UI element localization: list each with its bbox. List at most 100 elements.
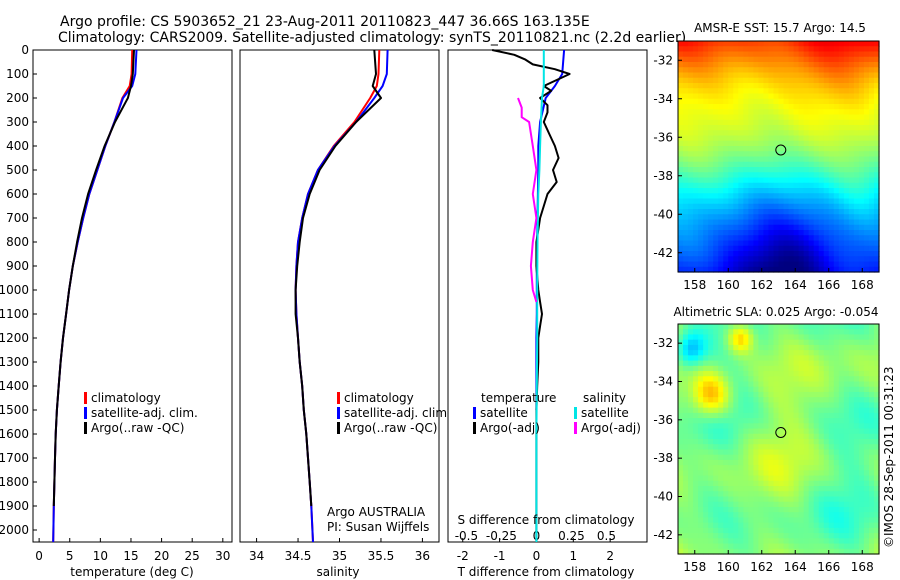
map-lat-tick-label: -38 (653, 451, 673, 465)
difference-xtick-label: 2 (606, 549, 614, 563)
legend-temp-argo-label: Argo(-adj) (480, 421, 540, 435)
difference-xtick-label: -2 (457, 549, 469, 563)
legend-argo-label: Argo(..raw -QC) (344, 421, 437, 435)
legend-temp-sat-label: satellite (480, 406, 528, 420)
salinity-panel: 34 34.5 35 35.5 36 salinity climatology sate… (239, 49, 451, 579)
difference-xtick-label: -1 (494, 549, 506, 563)
map-lat-tick-label: -42 (653, 528, 673, 542)
temperature-xlabel: temperature (deg C) (70, 565, 193, 579)
difference-xtick-top-label: 0.5 (597, 529, 616, 543)
depth-tick-label: 500 (6, 163, 29, 177)
difference-legend: temperature salinity satellite Argo(-adj… (473, 391, 641, 435)
map-lat-tick-label: -40 (653, 207, 673, 221)
temperature-xtick-label: 5 (66, 549, 74, 563)
map-lon-tick-label: 168 (851, 560, 874, 574)
depth-tick-label: 1800 (0, 475, 29, 489)
map-lon-tick-label: 166 (817, 278, 840, 292)
depth-tick-label: 1900 (0, 499, 29, 513)
sla-map-frame (677, 323, 880, 555)
legend-sal-head: salinity (583, 391, 626, 405)
map-lon-tick-label: 168 (851, 278, 874, 292)
difference-xlabel-top: S difference from climatology (458, 513, 635, 527)
difference-xtick-label: 1 (569, 549, 577, 563)
map-lon-tick-label: 162 (750, 278, 773, 292)
depth-tick-label: 1000 (0, 283, 29, 297)
map-lat-tick-label: -34 (653, 375, 673, 389)
salinity-xtick-label: 34.5 (285, 549, 312, 563)
legend-temp-head: temperature (481, 391, 556, 405)
depth-tick-label: 1300 (0, 355, 29, 369)
temperature-xtick-label: 15 (123, 549, 138, 563)
salinity-legend: climatology satellite-adj. clim. Argo(..… (337, 391, 451, 435)
legend-climatology-label: climatology (344, 391, 414, 405)
depth-tick-label: 1600 (0, 427, 29, 441)
figure-title-line1: Argo profile: CS 5903652_21 23-Aug-2011 … (60, 14, 590, 30)
depth-tick-label: 700 (6, 211, 29, 225)
depth-tick-label: 400 (6, 139, 29, 153)
map-lat-tick-label: -32 (653, 336, 673, 350)
difference-panel: -2 -1 0 1 2 -0.5 -0.25 0 0.25 0.5 S difference f… (447, 49, 648, 579)
temperature-series-argo-raw-qc (52, 49, 135, 507)
sla-map-title: Altimetric SLA: 0.025 Argo: -0.054 (673, 305, 878, 319)
depth-tick-label: 0 (21, 43, 29, 57)
depth-tick-label: 800 (6, 235, 29, 249)
temperature-xtick-label: 20 (154, 549, 169, 563)
legend-argo-swatch (337, 422, 340, 434)
legend-satellite-label: satellite-adj. clim. (91, 406, 198, 420)
legend-argo-swatch (84, 422, 87, 434)
salinity-xtick-label: 35.5 (368, 549, 395, 563)
sst-map-frame (677, 40, 880, 273)
legend-satellite-swatch (337, 407, 340, 419)
difference-series-salinity-satellite (535, 50, 545, 542)
salinity-xtick-label: 35 (332, 549, 347, 563)
legend-climatology-swatch (84, 392, 87, 404)
map-lon-tick-label: 160 (717, 278, 740, 292)
legend-climatology-swatch (337, 392, 340, 404)
legend-argo-label: Argo(..raw -QC) (91, 421, 184, 435)
legend-sal-argo-label: Argo(-adj) (581, 421, 641, 435)
difference-series-salinity-argo-adj (517, 97, 538, 303)
legend-satellite-swatch (84, 407, 87, 419)
sst-map-panel: AMSR-E SST: 15.7 Argo: 14.5 158 160 162 164… (653, 21, 880, 292)
sst-map-title: AMSR-E SST: 15.7 Argo: 14.5 (694, 21, 866, 35)
credit-line2: PI: Susan Wijffels (327, 520, 429, 534)
depth-tick-label: 1500 (0, 403, 29, 417)
depth-tick-label: 1200 (0, 331, 29, 345)
depth-tick-label: 1400 (0, 379, 29, 393)
map-lat-tick-label: -36 (653, 130, 673, 144)
map-lon-tick-label: 162 (750, 560, 773, 574)
temperature-panel: 0100200300400500600700800900100011001200… (0, 43, 233, 579)
salinity-xlabel: salinity (316, 565, 359, 579)
depth-tick-label: 200 (6, 91, 29, 105)
difference-xtick-top-label: -0.5 (455, 529, 478, 543)
credit-line1: Argo AUSTRALIA (327, 505, 426, 519)
map-lon-tick-label: 158 (683, 560, 706, 574)
depth-tick-label: 900 (6, 259, 29, 273)
temperature-legend: climatology satellite-adj. clim. Argo(..… (84, 391, 198, 435)
temperature-xtick-label: 25 (185, 549, 200, 563)
temperature-xtick-label: 30 (215, 549, 230, 563)
map-lat-tick-label: -32 (653, 53, 673, 67)
legend-sal-argo-swatch (574, 422, 577, 434)
map-lat-tick-label: -36 (653, 413, 673, 427)
depth-tick-label: 300 (6, 115, 29, 129)
map-lon-tick-label: 164 (784, 560, 807, 574)
legend-satellite-label: satellite-adj. clim. (344, 406, 451, 420)
depth-tick-label: 100 (6, 67, 29, 81)
temperature-xtick-label: 0 (35, 549, 43, 563)
sst-argo-position-marker (775, 144, 787, 156)
map-lon-tick-label: 164 (784, 278, 807, 292)
sla-map-panel: Altimetric SLA: 0.025 Argo: -0.054 158 16… (653, 305, 880, 574)
sst-heatmap (678, 41, 880, 273)
difference-xlabel: T difference from climatology (457, 565, 635, 579)
legend-temp-sat-swatch (473, 407, 476, 419)
depth-tick-label: 1700 (0, 451, 29, 465)
depth-tick-label: 600 (6, 187, 29, 201)
timestamp: ©IMOS 28-Sep-2011 00:31:23 (882, 366, 896, 548)
map-lon-tick-label: 166 (817, 560, 840, 574)
map-lon-tick-label: 160 (717, 560, 740, 574)
salinity-plot-frame (239, 49, 440, 543)
sla-heatmap (678, 324, 880, 555)
map-lon-tick-label: 158 (683, 278, 706, 292)
